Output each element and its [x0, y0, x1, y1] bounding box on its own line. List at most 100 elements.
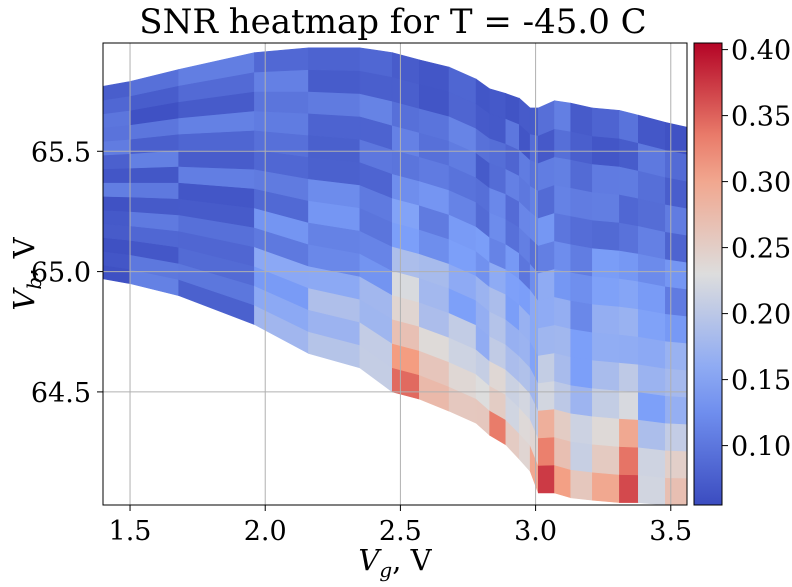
- x-axis-label: Vg, V: [358, 543, 432, 582]
- plot-frame: [102, 42, 688, 506]
- heatmap-cell: [537, 240, 555, 274]
- heatmap-cell: [665, 422, 687, 452]
- x-axis: 1.5 2.0 2.5 3.0 3.5: [109, 505, 692, 547]
- colorbar-tick-label: 0.35: [731, 102, 791, 133]
- heatmap-cell: [592, 107, 620, 139]
- heatmap-cell: [592, 219, 620, 251]
- heatmap-cell: [554, 408, 572, 442]
- heatmap-cell: [537, 408, 555, 439]
- heatmap-cell: [592, 163, 620, 195]
- heatmap-cell: [554, 184, 572, 217]
- heatmap-cell: [665, 122, 687, 155]
- heatmap-cell: [592, 191, 620, 223]
- heatmap-cell: [665, 231, 687, 263]
- heatmap-cell: [554, 240, 572, 273]
- heatmap-cell: [529, 133, 539, 164]
- heatmap-cell: [554, 380, 572, 414]
- heatmap-cell: [619, 109, 639, 144]
- grid-lines: [103, 43, 687, 505]
- heatmap-cell: [254, 91, 309, 114]
- x-tick-label: 1.5: [109, 516, 152, 547]
- heatmap-cell: [103, 138, 131, 156]
- heatmap-cell: [619, 362, 639, 393]
- heatmap-cell: [308, 69, 361, 94]
- colorbar-tick-label: 0.40: [731, 36, 791, 67]
- heatmap-cell: [619, 474, 639, 503]
- heatmap-cell: [308, 47, 361, 71]
- heatmap-cell: [537, 296, 555, 329]
- heatmap-cell: [537, 324, 555, 356]
- heatmap-cell: [570, 215, 593, 249]
- y-axis: 64.5 65.0 65.5: [31, 137, 103, 409]
- heatmap-cell: [592, 443, 620, 475]
- heatmap-cell: [537, 436, 555, 466]
- heatmap-cell: [665, 313, 687, 344]
- heatmap-cell: [665, 450, 687, 479]
- heatmap-cell: [254, 69, 309, 92]
- heatmap-cell: [178, 149, 255, 170]
- heatmap-cell: [665, 477, 687, 505]
- heatmap-cell: [638, 280, 666, 315]
- heatmap-cell: [619, 446, 639, 476]
- heatmap-cell: [592, 359, 620, 391]
- heatmap-cell: [570, 441, 593, 473]
- heatmap-cells: [103, 47, 687, 505]
- heatmap-cell: [103, 196, 131, 212]
- heatmap-cell: [537, 380, 555, 411]
- heatmap-cell: [592, 303, 620, 335]
- heatmap-cell: [103, 153, 131, 170]
- heatmap-cell: [592, 331, 620, 363]
- colorbar-ticks: 0.10 0.15 0.20 0.25 0.30 0.35 0.40: [722, 36, 791, 463]
- heatmap-cell: [554, 156, 572, 189]
- heatmap-cell: [537, 212, 555, 246]
- heatmap-cell: [570, 469, 593, 501]
- heatmap-cell: [554, 436, 572, 470]
- y-tick-label: 65.0: [31, 258, 91, 289]
- heatmap-cell: [103, 209, 131, 227]
- heatmap-cell: [554, 352, 572, 386]
- heatmap-cell: [619, 334, 639, 365]
- heatmap-cell: [665, 176, 687, 209]
- heatmap-cell: [103, 167, 131, 183]
- heatmap-cell: [638, 391, 666, 424]
- heatmap-cell: [592, 471, 620, 503]
- heatmap-cell: [665, 204, 687, 236]
- heatmap-cell: [570, 159, 593, 193]
- heatmap-cell: [638, 363, 666, 397]
- y-tick-label: 64.5: [31, 378, 91, 409]
- colorbar-tick-label: 0.15: [731, 366, 791, 397]
- x-tick-label: 2.0: [244, 516, 287, 547]
- colorbar-tick-label: 0.20: [731, 300, 791, 331]
- heatmap-cell: [638, 308, 666, 342]
- heatmap-cell: [619, 278, 639, 310]
- colorbar: [693, 42, 723, 506]
- heatmap-cell: [638, 419, 666, 451]
- heatmap-cell: [505, 93, 520, 125]
- heatmap-cell: [570, 412, 593, 445]
- heatmap-cell: [592, 275, 620, 307]
- heatmap-cell: [619, 306, 639, 337]
- heatmap-cell: [570, 384, 593, 417]
- heatmap-cell: [619, 138, 639, 171]
- heatmap-cell: [570, 130, 593, 165]
- heatmap-cell: [638, 474, 666, 505]
- heatmap-cell: [619, 166, 639, 199]
- heatmap-cell: [554, 268, 572, 301]
- heatmap-cell: [554, 128, 572, 160]
- heatmap-cell: [129, 196, 180, 216]
- heatmap-cell: [529, 159, 539, 191]
- heatmap-cell: [592, 247, 620, 279]
- heatmap-cell: [665, 149, 687, 182]
- heatmap-cell: [570, 187, 593, 221]
- heatmap-cell: [619, 222, 639, 254]
- heatmap-cell: [570, 271, 593, 305]
- heatmap-cell: [537, 268, 555, 301]
- heatmap-cell: [592, 415, 620, 447]
- heatmap-cell: [619, 194, 639, 227]
- heatmap-cell: [308, 91, 361, 117]
- heatmap-cell: [665, 340, 687, 371]
- heatmap-cell: [554, 296, 572, 330]
- heatmap-cell: [570, 102, 593, 137]
- heatmap-cell: [570, 356, 593, 389]
